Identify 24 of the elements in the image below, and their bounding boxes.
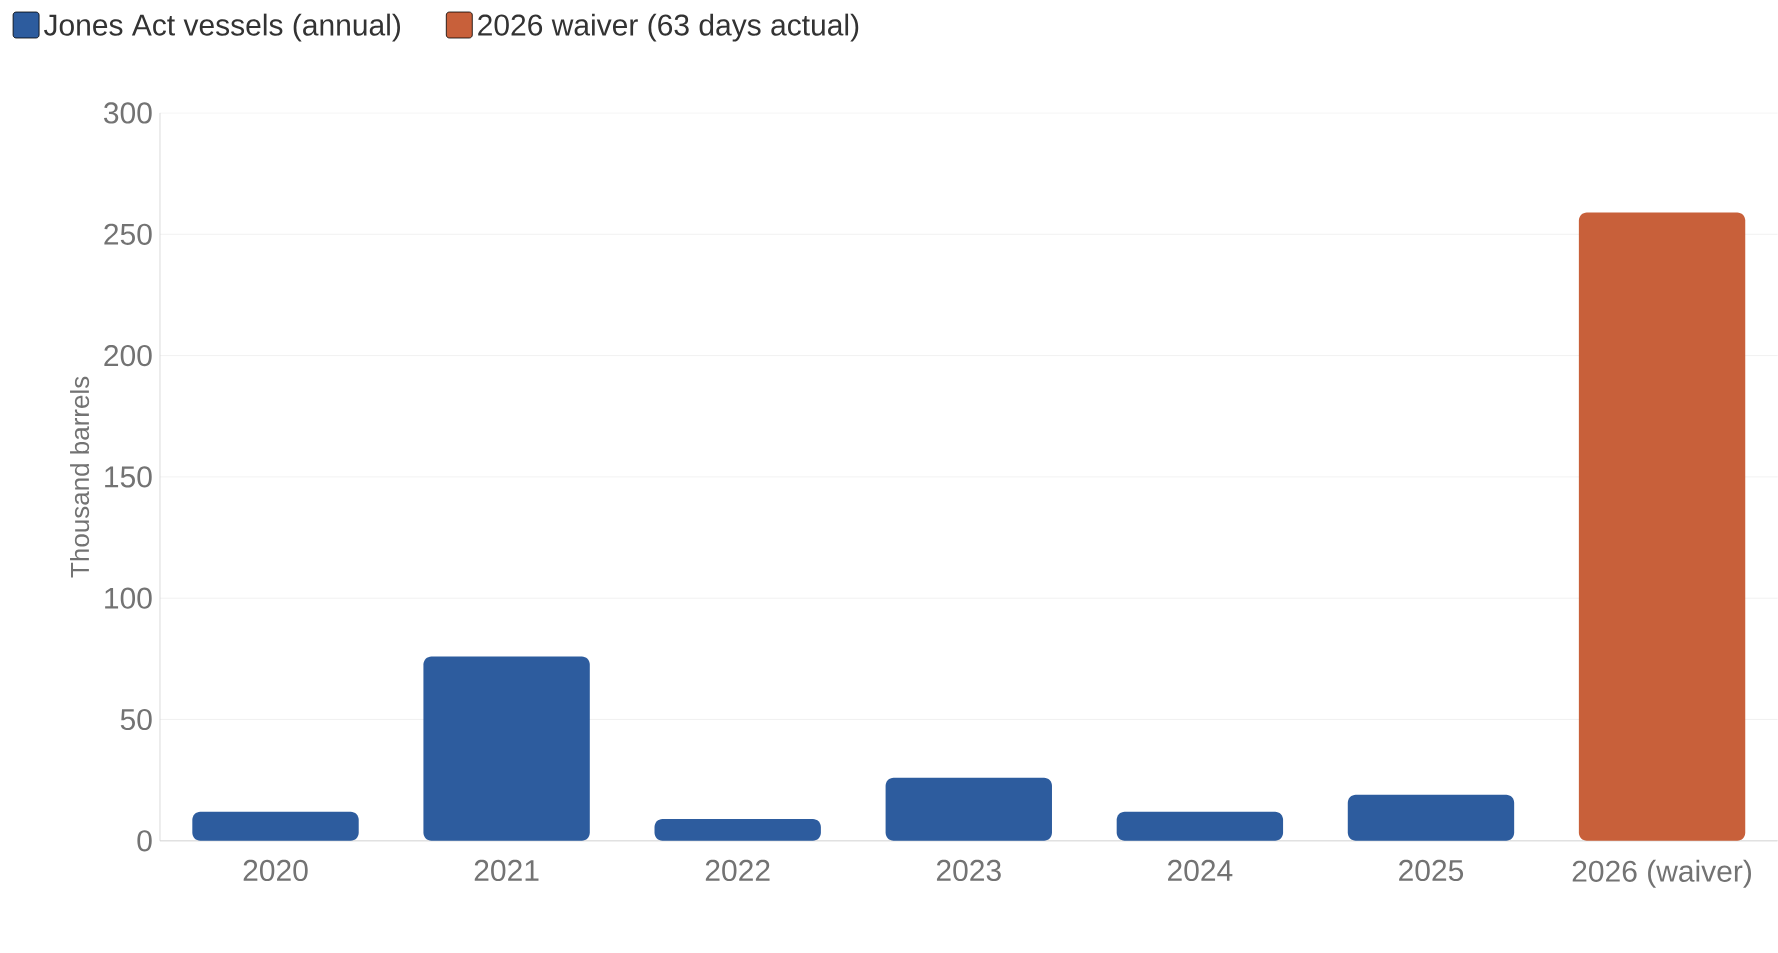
bar [1347,794,1515,841]
y-tick-label: 0 [137,830,152,852]
bar [885,777,1052,841]
x-tick-label: 2020 [243,859,308,882]
legend-label: Jones Act vessels (annual) [43,13,400,42]
x-tick-label: 2022 [705,859,770,882]
bar [1578,212,1746,841]
x-tick-label: 2023 [936,859,1001,882]
x-tick-label: 2025 [1399,859,1464,882]
y-tick-label: 200 [104,345,152,367]
y-tick-label: 250 [104,223,152,245]
y-tick-label: 50 [120,708,152,731]
bar [423,656,590,841]
x-tick-label: 2026 (waiver) [1572,859,1751,888]
x-tick-label: 2024 [1168,859,1233,882]
legend-label: 2026 waiver (63 days actual) [478,13,859,42]
y-tick-label: 150 [105,466,152,488]
bar [654,819,821,841]
y-tick-label: 100 [105,587,152,609]
bar [192,811,359,841]
y-tick-label: 300 [104,102,152,124]
x-tick-label: 2021 [474,859,539,882]
bar [1116,811,1284,841]
y-axis-title: Thousand barrels [70,376,90,578]
